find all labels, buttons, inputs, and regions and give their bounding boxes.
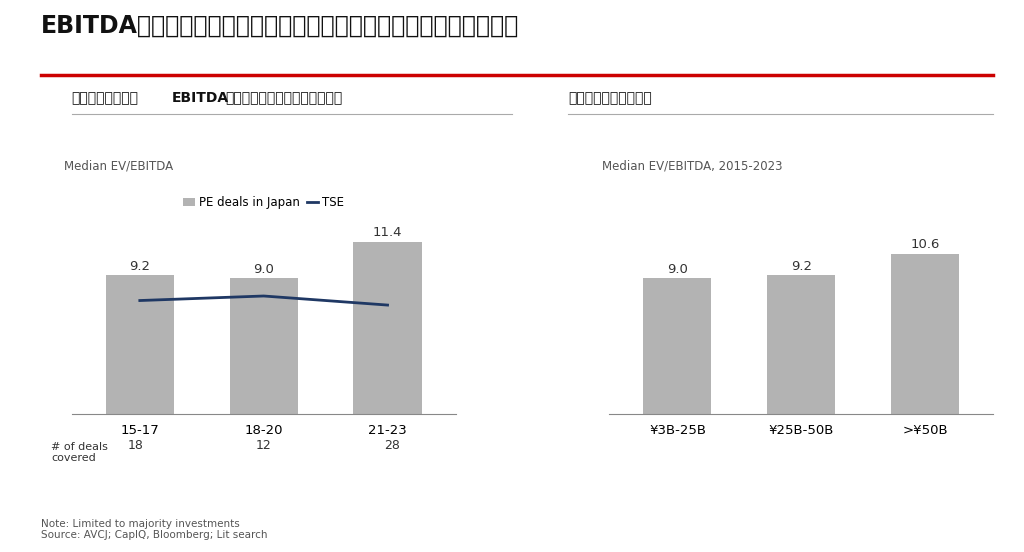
Text: 9.2: 9.2 [791,259,812,273]
Bar [105,275,174,414]
Text: 18: 18 [128,439,143,452]
Text: Median EV/EBITDA, 2015-2023: Median EV/EBITDA, 2015-2023 [602,160,782,173]
Bar [353,242,422,414]
Text: 11.4: 11.4 [373,226,402,239]
Text: EBITDA: EBITDA [172,91,229,105]
Text: # of deals
covered: # of deals covered [51,442,109,463]
Bar [767,275,836,414]
Text: マルチプルは公開市場を上回る: マルチプルは公開市場を上回る [225,91,343,105]
Text: 9.0: 9.0 [253,263,274,275]
Text: 9.0: 9.0 [667,263,688,275]
Text: Median EV/EBITDA: Median EV/EBITDA [63,160,173,173]
Text: 大規模案件はより高額: 大規模案件はより高額 [568,91,652,105]
Text: 12: 12 [256,439,271,452]
Text: 9.2: 9.2 [129,259,151,273]
Legend: PE deals in Japan, TSE: PE deals in Japan, TSE [178,191,349,214]
Bar [891,253,959,414]
Text: 28: 28 [384,439,399,452]
Text: EBITDAマルチプルは徐々に上昇し、大規模案件ほど高マルチプルに: EBITDAマルチプルは徐々に上昇し、大規模案件ほど高マルチプルに [41,14,519,38]
Text: Note: Limited to majority investments
Source: AVCJ; CapIQ, Bloomberg; Lit search: Note: Limited to majority investments So… [41,519,267,540]
Text: 投資に支払われる: 投資に支払われる [72,91,138,105]
Text: 10.6: 10.6 [910,238,940,251]
Bar [229,278,298,414]
Bar [643,278,712,414]
